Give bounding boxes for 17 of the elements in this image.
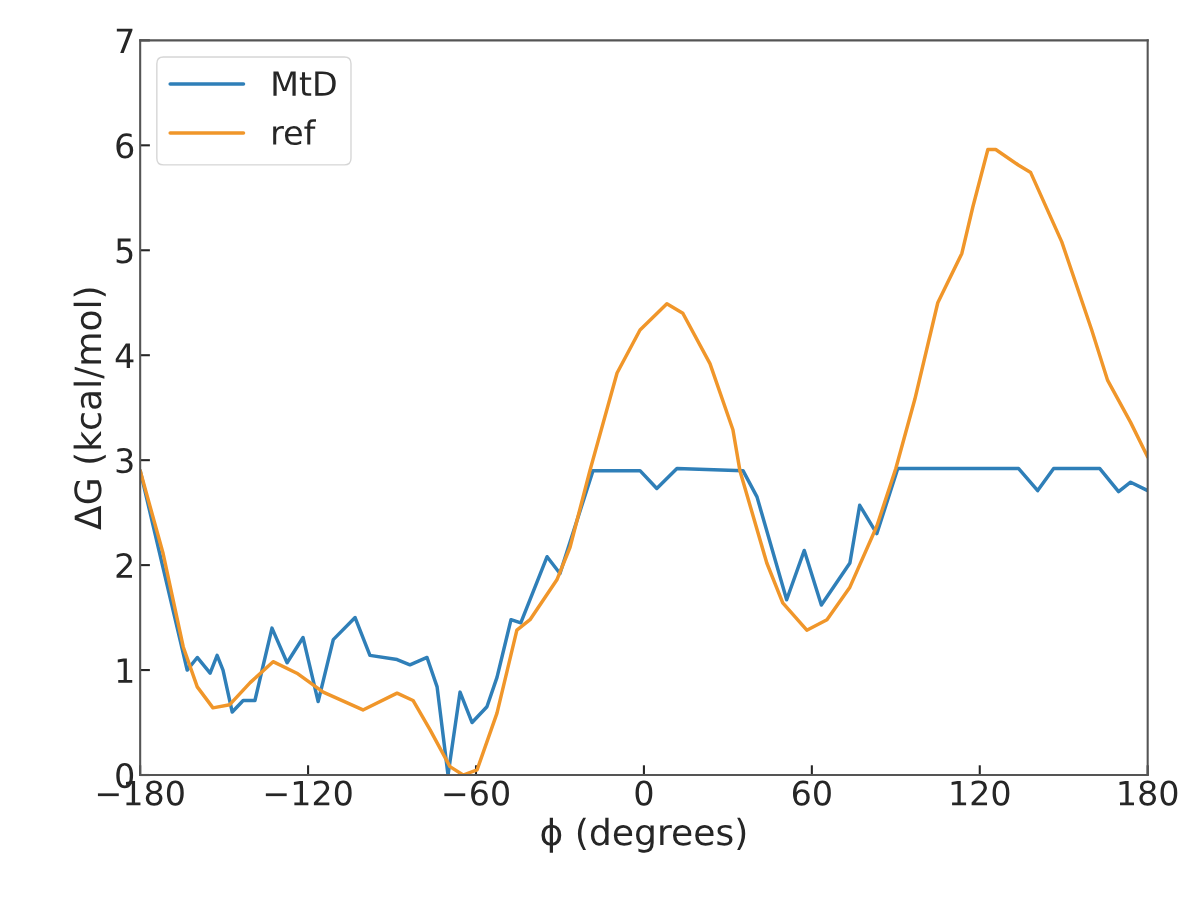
x-axis-title: ϕ (degrees) (541, 817, 746, 853)
y-tick-label: 5 (116, 238, 133, 264)
x-tick-label: 180 (1119, 780, 1178, 806)
x-tick-label: 60 (792, 780, 831, 806)
legend-label: ref (273, 119, 316, 146)
y-tick-label: 2 (116, 553, 132, 578)
y-axis-title: ΔG (kcal/mol) (73, 288, 106, 530)
y-tick-label: 7 (116, 28, 133, 54)
x-tick-label: −120 (265, 780, 352, 806)
y-tick-label: 3 (116, 448, 133, 474)
x-tick-label: 0 (635, 780, 653, 806)
x-tick-label: 120 (951, 780, 1010, 806)
y-tick-label: 6 (116, 133, 134, 159)
legend-label: MtD (273, 71, 336, 96)
x-tick-label: −60 (444, 780, 509, 806)
y-tick-label: 1 (117, 658, 133, 683)
y-tick-label: 4 (115, 343, 134, 368)
